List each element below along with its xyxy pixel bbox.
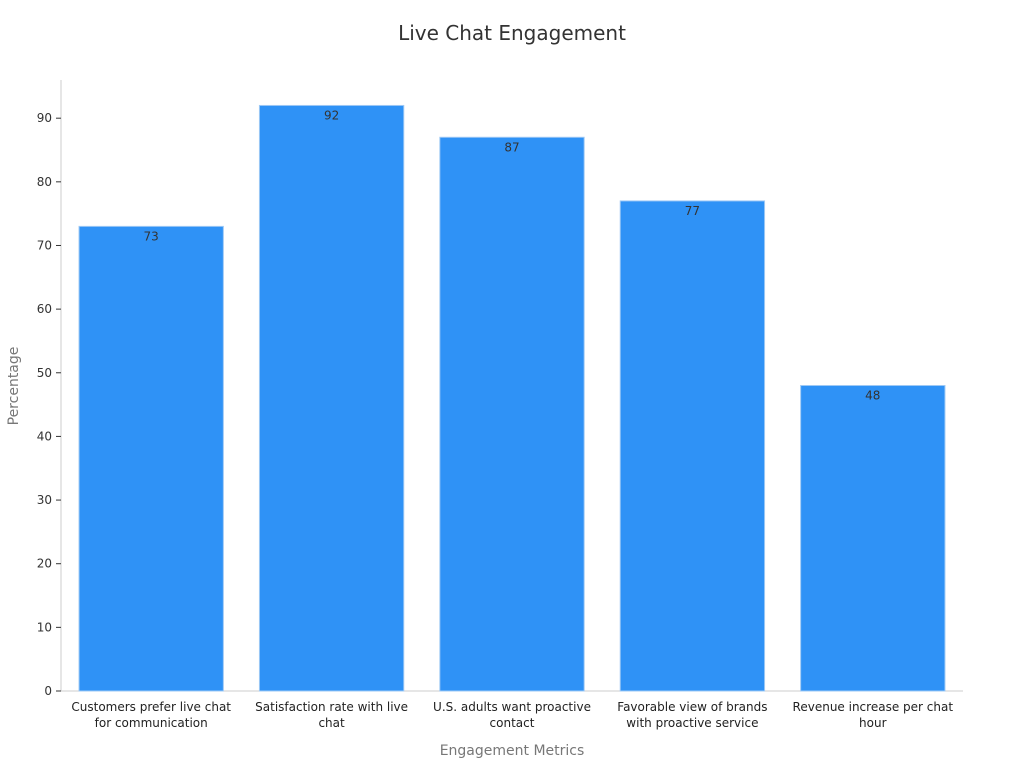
x-tick-label-line: with proactive service xyxy=(626,716,758,730)
y-tick-label: 30 xyxy=(37,493,52,507)
chart-title: Live Chat Engagement xyxy=(398,21,626,45)
y-tick-label: 70 xyxy=(37,238,52,252)
category-labels-group: Customers prefer live chat for communicat… xyxy=(71,700,953,730)
x-tick-label: Revenue increase per chat hour xyxy=(793,700,954,730)
bar-value-label: 87 xyxy=(504,140,519,154)
x-tick-label: U.S. adults want proactive contact xyxy=(433,700,591,730)
y-tick-label: 60 xyxy=(37,302,52,316)
y-tick-label: 20 xyxy=(37,557,52,571)
bar-value-label: 48 xyxy=(865,389,880,403)
x-tick-label-line: chat xyxy=(318,716,345,730)
x-tick-label-line: U.S. adults want proactive xyxy=(433,700,591,714)
bar xyxy=(800,385,946,692)
y-axis-label: Percentage xyxy=(6,347,22,426)
bar xyxy=(619,200,766,692)
x-tick-label-line: Revenue increase per chat xyxy=(793,700,954,714)
data-labels-group: 73 92 87 77 48 xyxy=(144,108,881,402)
x-tick-label: Favorable view of brands with proactive s… xyxy=(617,700,767,730)
bar-value-label: 77 xyxy=(685,204,700,218)
bar-value-label: 92 xyxy=(324,108,339,122)
bar xyxy=(78,225,224,692)
x-tick-label: Customers prefer live chat for communicat… xyxy=(71,700,231,730)
y-tick-label: 90 xyxy=(37,111,52,125)
bar xyxy=(439,136,585,692)
y-tick-label: 50 xyxy=(37,366,52,380)
bar xyxy=(258,104,405,692)
bar-value-label: 73 xyxy=(144,229,159,243)
y-tick-label: 80 xyxy=(37,175,52,189)
x-tick-label-line: for communication xyxy=(95,716,208,730)
bars-group xyxy=(78,104,946,692)
x-tick-label: Satisfaction rate with live chat xyxy=(255,700,408,730)
x-tick-label-line: contact xyxy=(490,716,535,730)
y-tick-label: 0 xyxy=(44,684,52,698)
x-tick-label-line: Satisfaction rate with live xyxy=(255,700,408,714)
x-tick-label-line: hour xyxy=(859,716,887,730)
y-tick-label: 10 xyxy=(37,620,52,634)
x-axis-label: Engagement Metrics xyxy=(440,743,585,759)
y-tick-label: 40 xyxy=(37,429,52,443)
x-tick-label-line: Favorable view of brands xyxy=(617,700,767,714)
x-tick-label-line: Customers prefer live chat xyxy=(71,700,231,714)
y-axis: 0 10 20 30 40 50 60 70 80 90 xyxy=(37,80,62,698)
